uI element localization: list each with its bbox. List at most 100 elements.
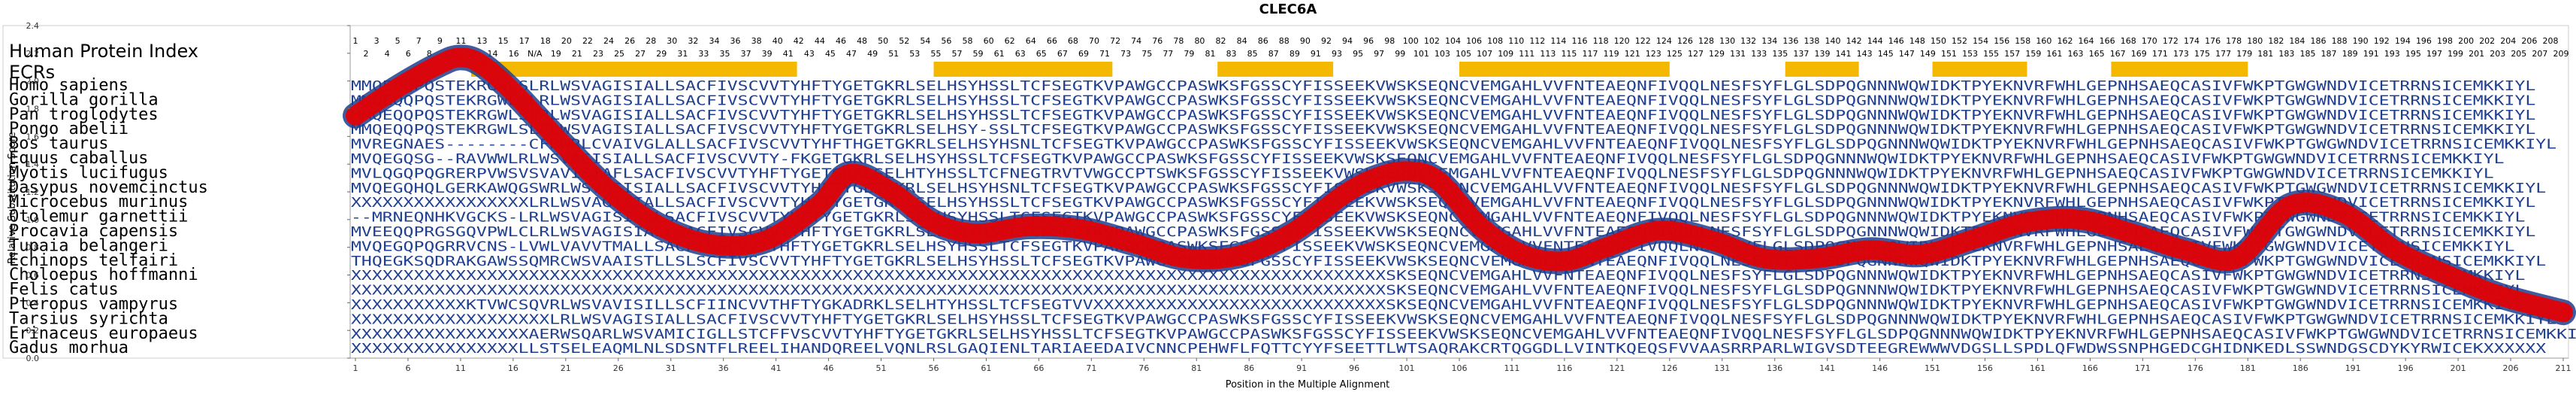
x-tick-label: 206: [2503, 363, 2519, 373]
curve-point: [1184, 257, 1188, 260]
human-index-bottom: 205: [2511, 49, 2526, 59]
human-index-top: 24: [603, 36, 614, 46]
ecrs-label: ECRs: [9, 62, 55, 83]
x-tick-label: 91: [1296, 363, 1307, 373]
curve-point: [1132, 242, 1135, 245]
curve-point: [2499, 294, 2502, 298]
human-index-bottom: N/A: [528, 49, 543, 59]
human-index-top: 154: [1973, 36, 1988, 46]
human-index-top: 198: [2437, 36, 2453, 46]
x-tick-label: 26: [613, 363, 624, 373]
human-index-bottom: 33: [698, 49, 709, 59]
curve-point: [1815, 257, 1819, 260]
curve-point: [1437, 179, 1441, 183]
human-index-bottom: 71: [1099, 49, 1110, 59]
sequence-row: --MRNEQNHKVGCKS-LRLWSVAGISIALLSACFIVSCVV…: [351, 210, 2526, 226]
human-index-top: 82: [1216, 36, 1226, 46]
y-tick-label: 1.2: [26, 187, 40, 197]
x-axis-label: Position in the Multiple Alignment: [1226, 379, 1390, 390]
ecr-bar: [1459, 62, 1670, 77]
human-index-top: 54: [920, 36, 930, 46]
human-index-top: 120: [1614, 36, 1630, 46]
curve-point: [1374, 176, 1377, 180]
x-tick-label: 146: [1872, 363, 1888, 373]
curve-point: [658, 225, 662, 229]
curve-point: [1405, 169, 1409, 173]
human-index-top: 9: [437, 36, 443, 46]
human-index-bottom: 123: [1646, 49, 1661, 59]
human-index-bottom: 203: [2490, 49, 2505, 59]
curve-line: [346, 47, 2573, 323]
human-index-bottom: 79: [1184, 49, 1194, 59]
human-index-top: 160: [2036, 36, 2051, 46]
human-index-bottom: 61: [994, 49, 1005, 59]
human-index-bottom: 169: [2131, 49, 2147, 59]
species-name: Gorilla gorilla: [9, 90, 159, 109]
human-index-top: 102: [1424, 36, 1440, 46]
ecr-bars: [470, 62, 2248, 77]
x-tick-label: 156: [1977, 363, 1993, 373]
y-tick-label: 1.8: [26, 105, 40, 114]
x-tick-label: 81: [1191, 363, 1202, 373]
curve-point: [2341, 211, 2345, 214]
human-index-bottom: 29: [656, 49, 667, 59]
human-index-bottom: 157: [2004, 49, 2020, 59]
curve-point: [763, 239, 767, 242]
human-index-bottom: 109: [1498, 49, 1513, 59]
human-index-bottom: 81: [1205, 49, 1215, 59]
ecr-bar: [2111, 62, 2248, 77]
x-tick-label: 86: [1244, 363, 1254, 373]
human-index-bottom: 95: [1353, 49, 1363, 59]
human-index-top: 84: [1237, 36, 1247, 46]
human-index-top: 164: [2079, 36, 2094, 46]
human-index-top: 158: [2015, 36, 2030, 46]
human-index-top: 7: [416, 36, 422, 46]
human-index-top: 50: [878, 36, 888, 46]
human-index-top: 150: [1930, 36, 1946, 46]
human-index-top: 110: [1508, 36, 1524, 46]
sequence-row: XXXXXXXXXXXXXXXXXXXLRLWSVAGISIALLSACFIVS…: [351, 311, 2556, 327]
curve-point: [816, 204, 820, 208]
x-tick-label: 36: [718, 363, 729, 373]
species-name: Procavia capensis: [9, 222, 178, 241]
human-index-bottom: 151: [1941, 49, 1957, 59]
x-tick-label: 96: [1349, 363, 1359, 373]
human-index-bottom: 93: [1332, 49, 1342, 59]
human-index-top: 146: [1888, 36, 1904, 46]
human-index-bottom: 155: [1983, 49, 1999, 59]
human-index-top: 108: [1487, 36, 1503, 46]
human-index-top: 100: [1403, 36, 1419, 46]
human-index-bottom: 209: [2553, 49, 2569, 59]
human-index-bottom: 139: [1814, 49, 1830, 59]
species-name: Tarsius syrichta: [9, 309, 168, 328]
human-index-bottom: 201: [2469, 49, 2484, 59]
human-index-bottom: 113: [1540, 49, 1556, 59]
human-index-top: 104: [1445, 36, 1461, 46]
curve-point: [2562, 311, 2565, 314]
human-index-bottom: 119: [1604, 49, 1619, 59]
human-index-top: 86: [1258, 36, 1268, 46]
x-tick-label: 1: [353, 363, 358, 373]
human-index-top: 11: [455, 36, 466, 46]
human-index-bottom: 21: [572, 49, 582, 59]
curve-point: [1973, 237, 1976, 241]
x-tick-label: 181: [2240, 363, 2256, 373]
curve-point: [1079, 227, 1083, 231]
human-index-bottom: 91: [1311, 49, 1321, 59]
human-index-top: 68: [1068, 36, 1078, 46]
curve-point: [479, 62, 483, 66]
human-index-top: 17: [519, 36, 530, 46]
ecr-bar: [1785, 62, 1859, 77]
human-index-bottom: 73: [1120, 49, 1131, 59]
human-index-bottom: 145: [1878, 49, 1894, 59]
human-index-bottom: 67: [1057, 49, 1068, 59]
human-index-bottom: 175: [2194, 49, 2210, 59]
human-index-top: 202: [2479, 36, 2495, 46]
x-tick-label: 151: [1924, 363, 1940, 373]
species-name: Myotis lucifugus: [9, 163, 168, 182]
human-index-top: 116: [1571, 36, 1587, 46]
sequence-row: MMQEQQPQSTEKRGWLSLRLWSVAGISIALLSACFIVSCV…: [351, 93, 2535, 108]
x-tick-label: 31: [666, 363, 676, 373]
human-index-bottom: 149: [1920, 49, 1936, 59]
human-index-top: 3: [374, 36, 379, 46]
